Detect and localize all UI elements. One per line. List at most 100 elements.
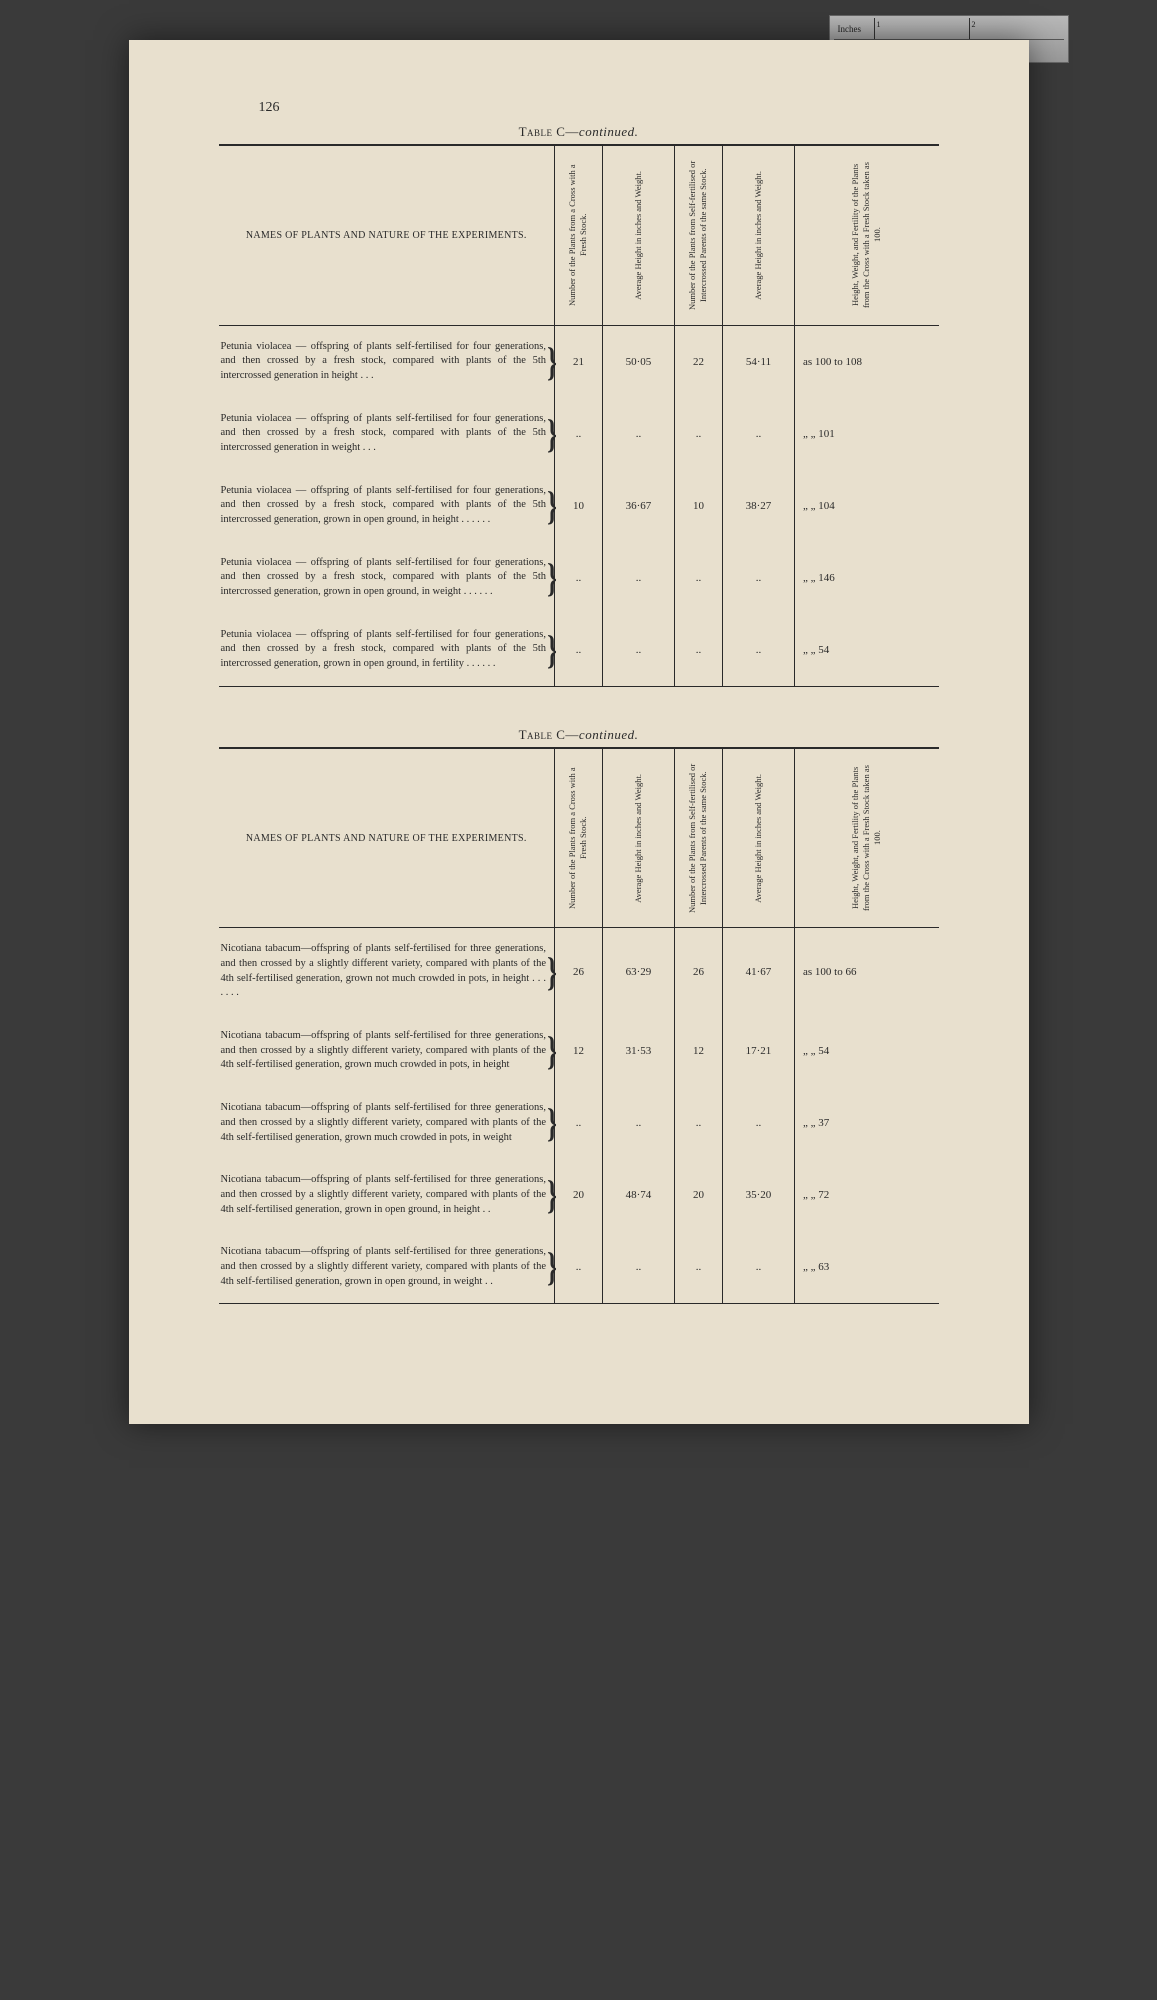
cell-value: as 100 to 108: [794, 325, 938, 398]
cell-value: 36·67: [602, 470, 674, 542]
cell-description: Petunia violacea — offspring of plants s…: [219, 398, 555, 470]
cell-value: ..: [674, 398, 722, 470]
table-row: Petunia violacea — offspring of plants s…: [219, 398, 939, 470]
table-row: Nicotiana tabacum—offspring of plants se…: [219, 1159, 939, 1231]
cell-value: ..: [674, 542, 722, 614]
cell-value: 12: [555, 1015, 603, 1087]
table-header-row: NAMES OF PLANTS AND NATURE OF THE EXPERI…: [219, 145, 939, 325]
cell-value: 20: [674, 1159, 722, 1231]
cell-value: ..: [722, 398, 794, 470]
brace-icon: }: [548, 549, 556, 607]
cell-value: 38·27: [722, 470, 794, 542]
data-table-2: NAMES OF PLANTS AND NATURE OF THE EXPERI…: [219, 747, 939, 1305]
header-main: NAMES OF PLANTS AND NATURE OF THE EXPERI…: [219, 748, 555, 928]
cell-value: „ „ 54: [794, 1015, 938, 1087]
cell-value: ..: [722, 1087, 794, 1159]
cell-value: 10: [555, 470, 603, 542]
brace-icon: }: [548, 621, 556, 679]
header-main: NAMES OF PLANTS AND NATURE OF THE EXPERI…: [219, 145, 555, 325]
data-table-1: NAMES OF PLANTS AND NATURE OF THE EXPERI…: [219, 144, 939, 687]
cell-value: 50·05: [602, 325, 674, 398]
cell-value: ..: [602, 542, 674, 614]
brace-icon: }: [548, 1022, 556, 1080]
cell-value: 63·29: [602, 928, 674, 1015]
cell-value: 20: [555, 1159, 603, 1231]
cell-value: ..: [722, 614, 794, 687]
cell-value: ..: [602, 614, 674, 687]
table-header-row: NAMES OF PLANTS AND NATURE OF THE EXPERI…: [219, 748, 939, 928]
brace-icon: }: [548, 1166, 556, 1224]
table-row: Petunia violacea — offspring of plants s…: [219, 470, 939, 542]
cell-value: 17·21: [722, 1015, 794, 1087]
cell-value: „ „ 72: [794, 1159, 938, 1231]
header-col5: Height, Weight, and Fertility of the Pla…: [794, 145, 938, 325]
cell-value: ..: [555, 1087, 603, 1159]
header-col3: Number of the Plants from Self-fertilise…: [674, 145, 722, 325]
cell-description: Petunia violacea — offspring of plants s…: [219, 542, 555, 614]
cell-value: ..: [602, 1231, 674, 1304]
table-row: Petunia violacea — offspring of plants s…: [219, 542, 939, 614]
cell-value: ..: [602, 398, 674, 470]
cell-value: ..: [555, 542, 603, 614]
header-col2: Average Height in inches and Weight.: [602, 748, 674, 928]
cell-value: ..: [674, 1231, 722, 1304]
cell-value: ..: [722, 542, 794, 614]
cell-value: 31·53: [602, 1015, 674, 1087]
cell-value: 35·20: [722, 1159, 794, 1231]
brace-icon: }: [548, 477, 556, 535]
cell-description: Petunia violacea — offspring of plants s…: [219, 325, 555, 398]
cell-value: „ „ 54: [794, 614, 938, 687]
table-row: Nicotiana tabacum—offspring of plants se…: [219, 1087, 939, 1159]
cell-description: Nicotiana tabacum—offspring of plants se…: [219, 1087, 555, 1159]
page-number: 126: [259, 100, 939, 116]
cell-value: ..: [674, 614, 722, 687]
cell-value: 26: [555, 928, 603, 1015]
cell-value: 22: [674, 325, 722, 398]
document-page: 126 Table C—continued. NAMES OF PLANTS A…: [129, 40, 1029, 1424]
header-col5: Height, Weight, and Fertility of the Pla…: [794, 748, 938, 928]
table-row: Nicotiana tabacum—offspring of plants se…: [219, 1231, 939, 1304]
cell-value: as 100 to 66: [794, 928, 938, 1015]
brace-icon: }: [548, 1094, 556, 1152]
brace-icon: }: [548, 937, 556, 1006]
cell-value: 26: [674, 928, 722, 1015]
cell-value: „ „ 104: [794, 470, 938, 542]
cell-value: „ „ 63: [794, 1231, 938, 1304]
cell-value: 12: [674, 1015, 722, 1087]
header-col2: Average Height in inches and Weight.: [602, 145, 674, 325]
header-col3: Number of the Plants from Self-fertilise…: [674, 748, 722, 928]
cell-value: ..: [555, 614, 603, 687]
cell-value: 10: [674, 470, 722, 542]
cell-value: ..: [555, 1231, 603, 1304]
cell-value: „ „ 101: [794, 398, 938, 470]
cell-value: 41·67: [722, 928, 794, 1015]
cell-description: Petunia violacea — offspring of plants s…: [219, 614, 555, 687]
header-col4: Average Height in inches and Weight.: [722, 748, 794, 928]
brace-icon: }: [548, 1238, 556, 1296]
cell-description: Nicotiana tabacum—offspring of plants se…: [219, 928, 555, 1015]
cell-value: „ „ 37: [794, 1087, 938, 1159]
header-col1: Number of the Plants from a Cross with a…: [555, 145, 603, 325]
table-title-2: Table C—continued.: [219, 727, 939, 743]
brace-icon: }: [548, 405, 556, 463]
cell-value: ..: [555, 398, 603, 470]
table-row: Petunia violacea — offspring of plants s…: [219, 325, 939, 398]
brace-icon: }: [548, 333, 556, 391]
cell-value: 54·11: [722, 325, 794, 398]
cell-value: ..: [602, 1087, 674, 1159]
cell-value: ..: [722, 1231, 794, 1304]
cell-value: ..: [674, 1087, 722, 1159]
header-col4: Average Height in inches and Weight.: [722, 145, 794, 325]
cell-description: Nicotiana tabacum—offspring of plants se…: [219, 1159, 555, 1231]
cell-description: Petunia violacea — offspring of plants s…: [219, 470, 555, 542]
cell-value: 21: [555, 325, 603, 398]
table-row: Nicotiana tabacum—offspring of plants se…: [219, 1015, 939, 1087]
table-row: Petunia violacea — offspring of plants s…: [219, 614, 939, 687]
cell-description: Nicotiana tabacum—offspring of plants se…: [219, 1015, 555, 1087]
cell-description: Nicotiana tabacum—offspring of plants se…: [219, 1231, 555, 1304]
cell-value: 48·74: [602, 1159, 674, 1231]
header-col1: Number of the Plants from a Cross with a…: [555, 748, 603, 928]
table-row: Nicotiana tabacum—offspring of plants se…: [219, 928, 939, 1015]
table-title-1: Table C—continued.: [219, 124, 939, 140]
cell-value: „ „ 146: [794, 542, 938, 614]
